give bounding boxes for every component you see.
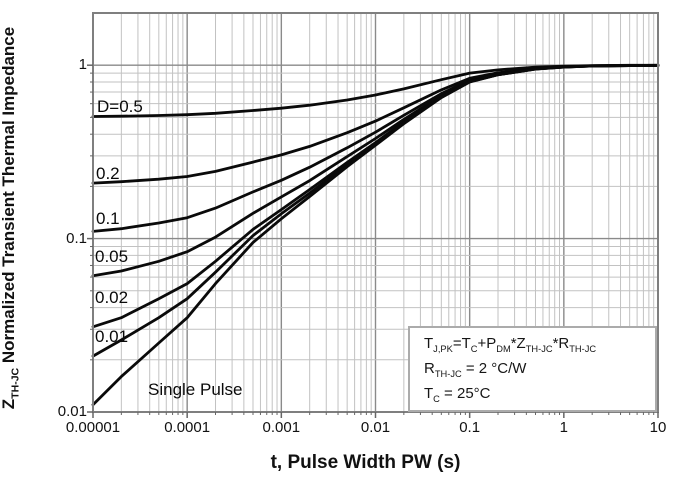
subscript-text: TH-JC (525, 344, 553, 354)
subscript-text: J,PK (433, 344, 453, 354)
y-axis-title: ZTH-JC Normalized Transient Thermal Impe… (0, 3, 25, 433)
text-segment: T (424, 335, 434, 352)
subscript-text: C (433, 394, 440, 404)
conditions-line-2: RTH-JC = 2 °C/W (424, 359, 651, 379)
x-axis-title: t, Pulse Width PW (s) (270, 452, 461, 473)
curve-label-D-0.1: 0.1 (96, 209, 120, 228)
text-segment: +P (477, 335, 497, 352)
conditions-line-3: TC = 25°C (424, 384, 651, 404)
text-segment: T (424, 385, 434, 402)
y-tick-label-0.01: 0.01 (57, 403, 87, 420)
text-segment: *R (552, 335, 570, 352)
subscript-text: TH-JC (9, 367, 22, 399)
conditions-box: TJ,PK=TC+PDM*ZTH-JC*RTH-JC RTH-JC = 2 °C/… (408, 326, 657, 412)
curve-label-D-0.05: 0.05 (95, 247, 129, 266)
text-segment: Normalized Transient Thermal Impedance (0, 26, 18, 368)
x-tick-label-10: 10 (649, 419, 667, 436)
text-segment: *Z (510, 335, 526, 352)
x-tick-label-0.01: 0.01 (360, 419, 391, 436)
curve-label-D-0.5: D=0.5 (97, 97, 143, 116)
curve-label-D-0.02: 0.02 (95, 288, 129, 307)
text-segment: = 25°C (439, 385, 491, 402)
x-tick-label-0.1: 0.1 (459, 419, 481, 436)
text-segment: Z (0, 398, 18, 410)
subscript-text: C (470, 344, 478, 354)
subscript-text: DM (496, 344, 511, 354)
subscript-text: TH-JC (569, 344, 597, 354)
y-tick-label-1: 1 (78, 56, 87, 74)
x-tick-label-1: 1 (559, 419, 568, 436)
curve-label-D-0.01: 0.01 (95, 327, 129, 346)
x-tick-label-0.0001: 0.0001 (164, 419, 211, 436)
x-tick-label-0.001: 0.001 (262, 419, 301, 436)
text-segment: R (424, 360, 435, 377)
curve-single-pulse (91, 64, 660, 407)
y-tick-label-0.1: 0.1 (66, 229, 87, 247)
conditions-line-1: TJ,PK=TC+PDM*ZTH-JC*RTH-JC (424, 334, 651, 354)
subscript-text: TH-JC (434, 369, 462, 379)
text-segment: =T (452, 335, 471, 352)
curve-label-single-pulse: Single Pulse (148, 380, 243, 399)
text-segment: = 2 °C/W (461, 360, 527, 377)
x-tick-label-0.00001: 0.00001 (65, 419, 121, 436)
curve-label-D-0.2: 0.2 (96, 164, 120, 183)
